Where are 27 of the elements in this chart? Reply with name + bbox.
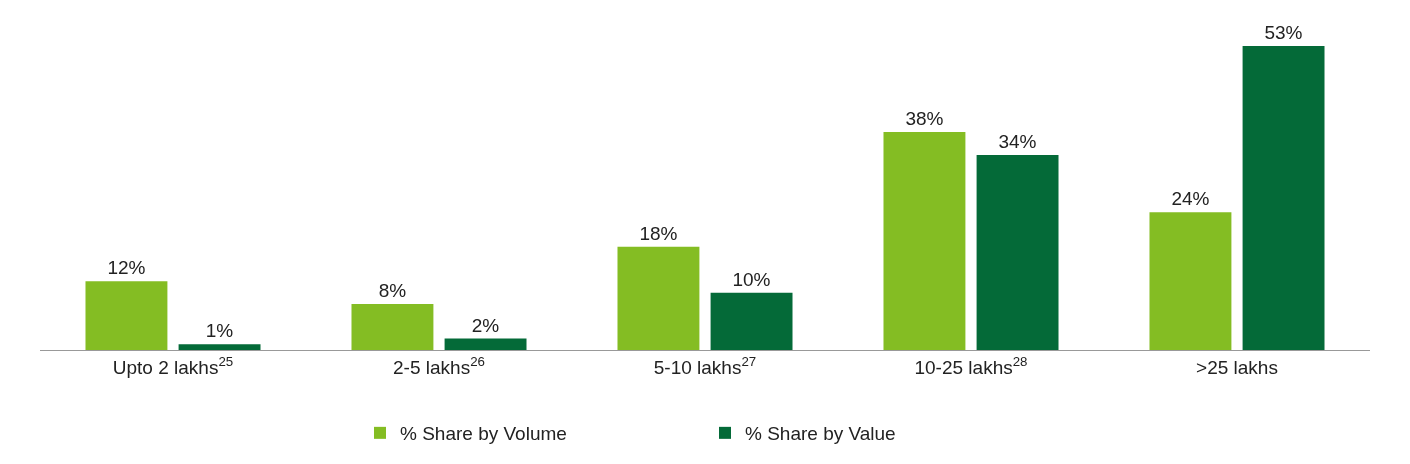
- data-label: 53%: [1264, 22, 1303, 43]
- x-tick-label: 10-25 lakhs$^{28}$: [914, 353, 1028, 378]
- data-label: 8%: [378, 280, 407, 302]
- data-label: 24%: [1171, 188, 1210, 210]
- data-label: 12%: [107, 257, 146, 279]
- bar: [976, 154, 1059, 350]
- bar: [883, 132, 966, 350]
- data-label: 1%: [205, 320, 234, 342]
- legend-label: % Share by Volume: [400, 423, 567, 445]
- data-label: 34%: [998, 130, 1037, 152]
- bar: [710, 292, 793, 350]
- x-tick-label: Upto 2 lakhs$^{25}$: [112, 353, 234, 378]
- bar: [617, 246, 700, 350]
- x-tick-label: 5-10 lakhs$^{27}$: [653, 353, 757, 378]
- bar: [1242, 46, 1325, 350]
- x-tick-label: >25 lakhs: [1196, 356, 1278, 378]
- bar: [351, 304, 434, 350]
- data-label: 18%: [639, 222, 678, 244]
- bar: [85, 281, 168, 350]
- legend-label: % Share by Value: [745, 423, 896, 445]
- bar: [1149, 212, 1232, 350]
- bar: [178, 344, 261, 350]
- x-tick-label: 2-5 lakhs$^{26}$: [393, 353, 485, 378]
- data-label: 2%: [471, 314, 500, 336]
- data-label: 10%: [732, 268, 771, 290]
- bar: [444, 338, 527, 350]
- data-label: 38%: [905, 108, 944, 130]
